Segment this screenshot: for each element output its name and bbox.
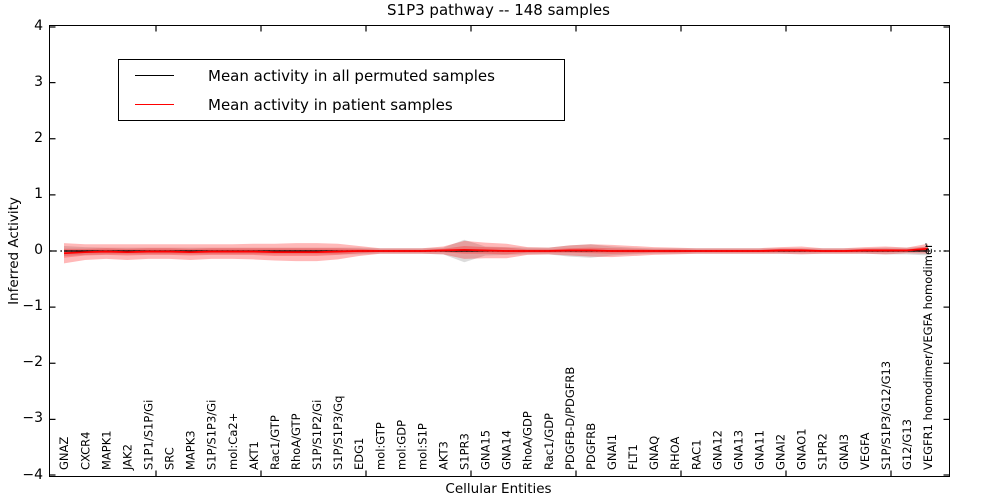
x-category-label: VEGFR1 homodimer/VEGFA homodimer: [921, 243, 935, 470]
x-category-label: RhoA/GTP: [289, 413, 303, 470]
x-category-label: AKT3: [436, 441, 450, 470]
patient-std-band: [64, 240, 928, 264]
legend: Mean activity in all permuted samples Me…: [118, 59, 565, 121]
x-category-label: RAC1: [689, 439, 703, 470]
x-category-label: mol:GTP: [373, 422, 387, 470]
x-category-label: S1PR3: [458, 433, 472, 470]
y-tick-label: −4: [22, 466, 43, 483]
x-category-label: SRC: [163, 447, 177, 470]
legend-item-permuted: Mean activity in all permuted samples: [119, 62, 564, 89]
x-category-label: GNA13: [731, 430, 745, 470]
y-tick-label: 0: [34, 242, 43, 258]
x-category-label: GNA15: [479, 430, 493, 470]
x-category-label: AKT1: [247, 441, 261, 470]
x-category-label: mol:S1P: [415, 423, 429, 470]
x-category-label: GNAZ: [57, 437, 71, 470]
x-category-label: Rac1/GDP: [542, 413, 556, 470]
x-category-label: GNA12: [710, 430, 724, 470]
x-category-label: Rac1/GTP: [268, 415, 282, 470]
y-tick-label: −1: [22, 298, 43, 315]
x-category-label: mol:GDP: [394, 420, 408, 470]
x-category-label: MAPK1: [99, 430, 113, 470]
x-category-label: GNA14: [500, 430, 514, 470]
x-category-label: S1P/S1P2/Gi: [310, 400, 324, 470]
legend-item-patient: Mean activity in patient samples: [119, 91, 564, 118]
plot-area: GNAZ CXCR4 MAPK1 JAK2 S1P1/S1P/Gi SRC MAPK3 S1P…: [49, 25, 950, 477]
x-category-label: GNA11: [753, 430, 767, 470]
x-category-label: GNAI3: [837, 434, 851, 470]
patient-sem-band: [64, 245, 928, 258]
x-category-label: RhoA/GDP: [521, 411, 535, 470]
y-tick-label: −3: [22, 410, 43, 427]
x-category-label: S1P1/S1P/Gi: [141, 400, 155, 470]
x-category-label: S1P/S1P3/Gi: [205, 400, 219, 470]
x-category-label: FLT1: [626, 444, 640, 470]
y-tick-label: 1: [34, 185, 43, 202]
patient-line-swatch: [135, 104, 174, 105]
x-category-label: PDGFB-D/PDGFRB: [563, 367, 577, 470]
x-axis-label: Cellular Entities: [445, 481, 552, 497]
x-category-label: GNAO1: [795, 428, 809, 470]
permuted-line-swatch: [135, 75, 174, 76]
x-category-label: S1P/S1P3/Gq: [331, 396, 345, 470]
x-category-label: JAK2: [120, 444, 134, 471]
legend-label: Mean activity in patient samples: [208, 95, 453, 114]
x-category-label: PDGFRB: [584, 423, 598, 470]
x-category-label: GNAI1: [605, 434, 619, 470]
x-category-label: VEGFA: [858, 432, 872, 470]
x-category-label: GNAI2: [774, 434, 788, 470]
y-tick-label: 3: [34, 73, 43, 90]
plot-canvas: GNAZ CXCR4 MAPK1 JAK2 S1P1/S1P/Gi SRC MAPK3 S1P…: [50, 26, 949, 476]
patient-mean-line: [63, 247, 928, 255]
x-category-label: MAPK3: [184, 430, 198, 470]
x-category-label: EDG1: [352, 438, 366, 470]
x-category-label: S1PR2: [816, 433, 830, 470]
x-category-label: mol:Ca2+: [226, 413, 240, 470]
chart-title: S1P3 pathway -- 148 samples: [387, 1, 610, 19]
x-category-label: CXCR4: [78, 432, 92, 470]
legend-label: Mean activity in all permuted samples: [208, 66, 495, 85]
y-tick-label: −2: [22, 354, 43, 371]
y-tick-label: 4: [34, 17, 43, 34]
x-category-label: RHOA: [668, 437, 682, 470]
x-category-label: GNAQ: [647, 436, 661, 470]
x-category-label: G12/G13: [900, 419, 914, 470]
x-category-label: S1P/S1P3/G12/G13: [879, 361, 893, 470]
y-tick-label: 2: [34, 129, 43, 146]
